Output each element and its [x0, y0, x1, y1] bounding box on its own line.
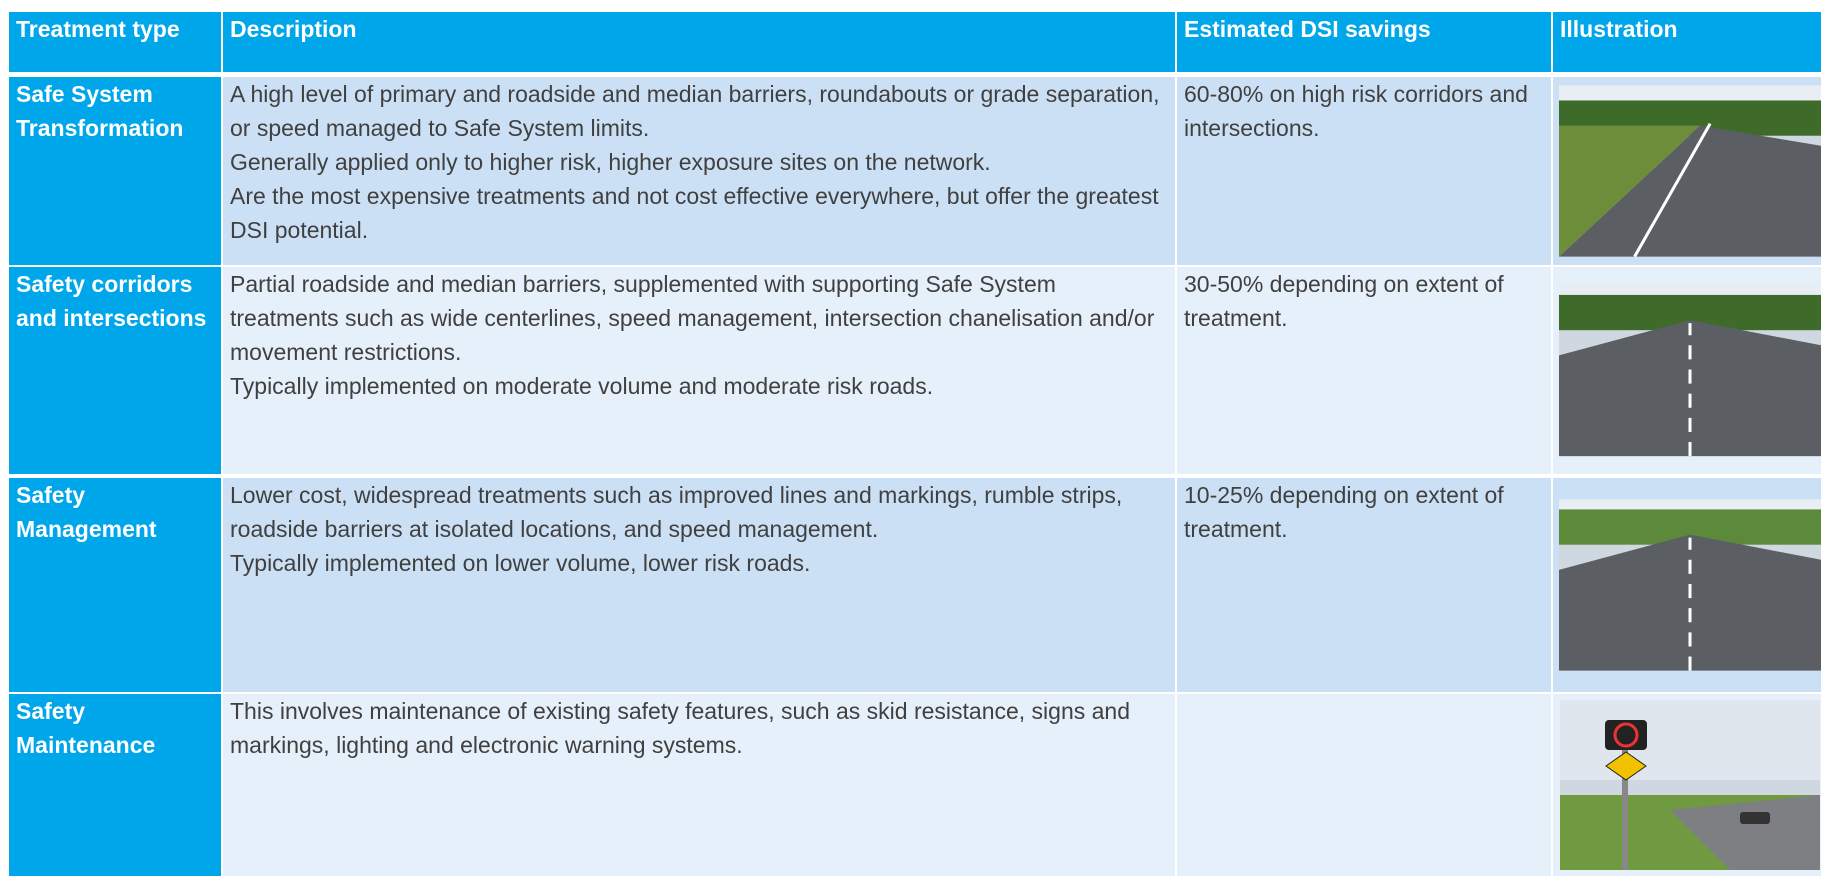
- treatment-type: Safety corridors and intersections: [9, 267, 221, 474]
- description: Lower cost, widespread treatments such a…: [223, 478, 1175, 692]
- dsi-savings: [1177, 694, 1551, 876]
- treatment-table: Treatment type Description Estimated DSI s…: [9, 12, 1821, 876]
- description-paragraph: Partial roadside and median barriers, su…: [230, 271, 1155, 365]
- dsi-savings: 10-25% depending on extent of treatment.: [1177, 478, 1551, 692]
- illustration: [1559, 284, 1821, 457]
- header-cell: Illustration: [1553, 12, 1821, 72]
- treatment-type: Safety Maintenance: [9, 694, 221, 876]
- header-cell: Estimated DSI savings: [1177, 12, 1551, 72]
- description: A high level of primary and roadside and…: [223, 77, 1175, 265]
- description-paragraph: Are the most expensive treatments and no…: [230, 183, 1159, 243]
- description-paragraph: Typically implemented on moderate volume…: [230, 373, 934, 399]
- header-cell: Description: [223, 12, 1175, 72]
- illustration: [1559, 499, 1821, 671]
- description: Partial roadside and median barriers, su…: [223, 267, 1175, 474]
- illustration: [1559, 85, 1821, 258]
- description-paragraph: This involves maintenance of existing sa…: [230, 698, 1131, 758]
- description-paragraph: Typically implemented on lower volume, l…: [230, 550, 811, 576]
- treatment-type: Safety Management: [9, 478, 221, 692]
- illustration: [1560, 700, 1820, 870]
- description: This involves maintenance of existing sa…: [223, 694, 1175, 876]
- dsi-savings: 30-50% depending on extent of treatment.: [1177, 267, 1551, 474]
- description-paragraph: A high level of primary and roadside and…: [230, 81, 1160, 141]
- description-paragraph: Generally applied only to higher risk, h…: [230, 149, 991, 175]
- dsi-savings: 60-80% on high risk corridors and inters…: [1177, 77, 1551, 265]
- header-cell: Treatment type: [9, 12, 221, 72]
- description-paragraph: Lower cost, widespread treatments such a…: [230, 482, 1123, 542]
- treatment-type: Safe System Transformation: [9, 77, 221, 265]
